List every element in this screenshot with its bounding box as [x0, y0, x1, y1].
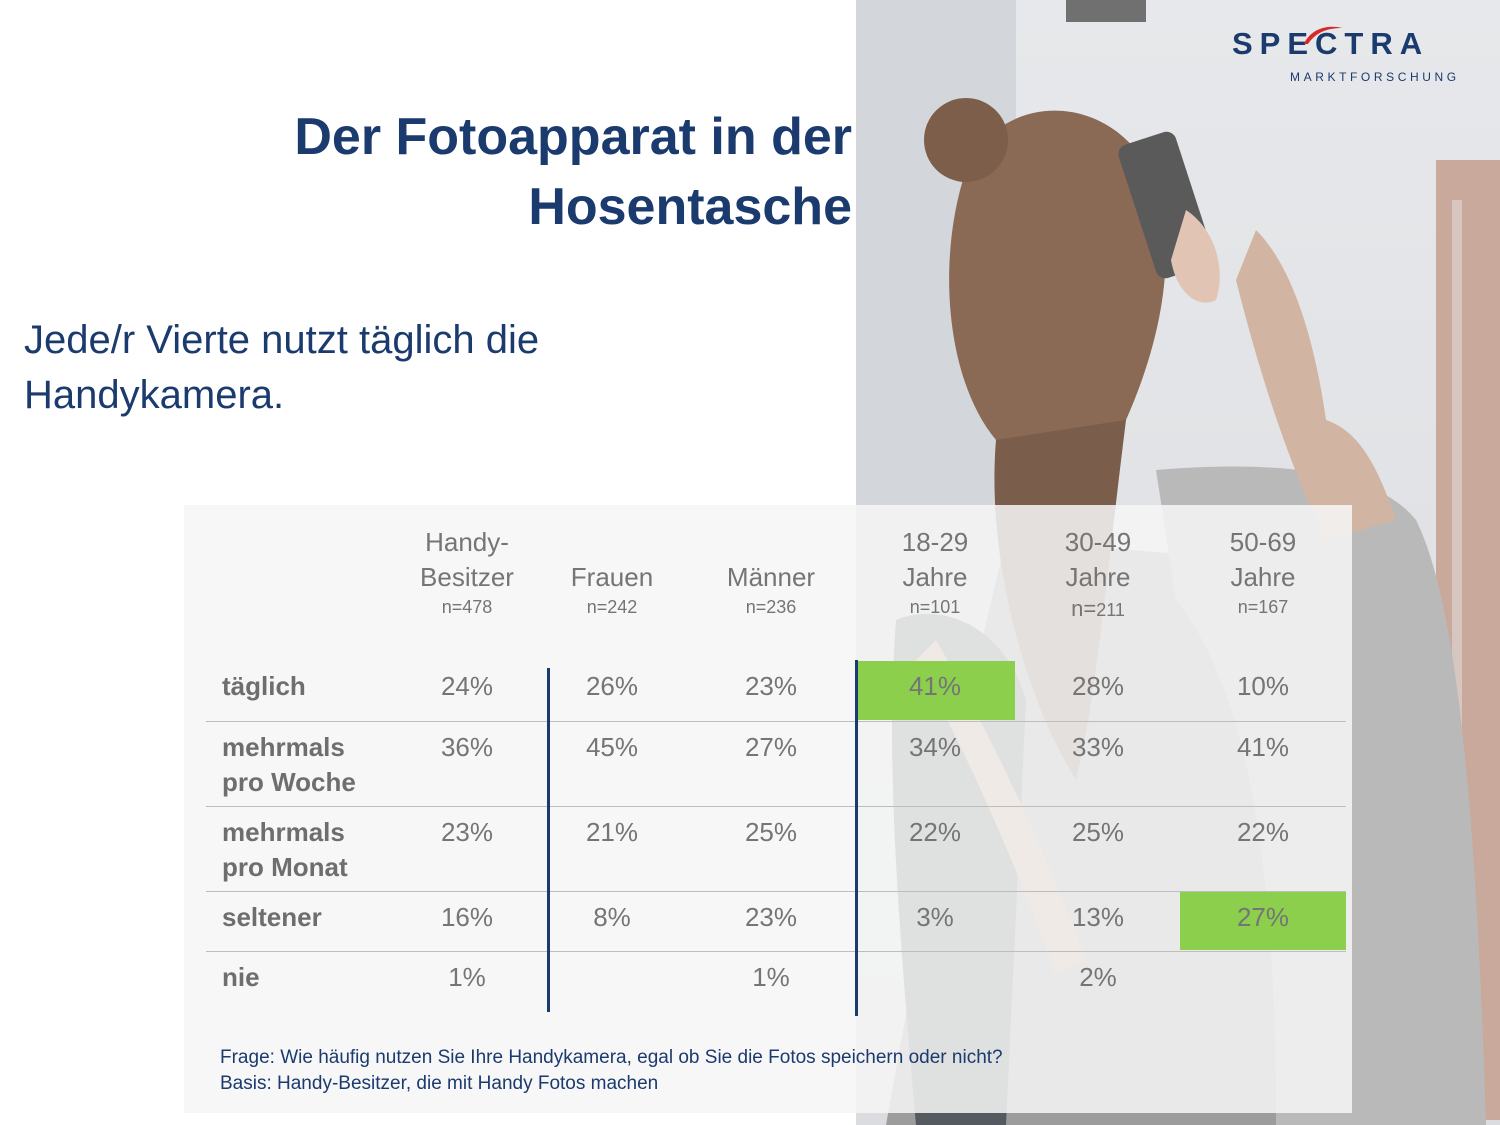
column-group-divider	[547, 668, 550, 1012]
col-header-line1: Handy-	[425, 527, 509, 557]
logo-swoosh-icon	[1304, 26, 1342, 44]
row-label-taeglich: täglich	[222, 669, 306, 704]
highlight-cell-seltener-50-69	[1180, 891, 1346, 950]
table-cell: 13%	[1071, 902, 1125, 932]
col-header-n: n=236	[745, 597, 797, 617]
table-cell: 16%	[440, 902, 494, 932]
table-cell: 27%	[744, 732, 798, 762]
row-label-line1: mehrmals	[222, 817, 345, 847]
page-subtitle: Jede/r Vierte nutzt täglich die Handykam…	[24, 313, 664, 423]
table-cell: 41%	[908, 671, 962, 701]
col-header-line1: 50-69	[1229, 527, 1297, 557]
col-header-18-29: 18-29 Jahre n=101	[855, 525, 1015, 619]
col-header-30-49: 30-49 Jahre n=211	[1018, 525, 1178, 624]
row-label-mehrmals-woche: mehrmals pro Woche	[222, 730, 356, 800]
row-divider	[206, 721, 1346, 722]
row-label-mehrmals-monat: mehrmals pro Monat	[222, 815, 348, 885]
col-header-line2: Männer	[726, 562, 816, 592]
row-label-seltener: seltener	[222, 900, 322, 935]
col-header-n: n=101	[909, 597, 961, 617]
col-header-n: n=167	[1237, 597, 1289, 617]
row-label-line1: seltener	[222, 902, 322, 932]
table-cell: 36%	[440, 732, 494, 762]
subtitle-line-2: Handykamera.	[24, 373, 285, 417]
row-label-line1: mehrmals	[222, 732, 345, 762]
table-cell: 22%	[908, 817, 962, 847]
col-header-line2: Jahre	[1065, 562, 1131, 592]
table-cell: 22%	[1236, 817, 1290, 847]
col-header-frauen: Frauen n=242	[532, 525, 692, 619]
spectra-logo: SPECTRA MARKTFORSCHUNG	[1232, 26, 1482, 86]
table-cell: 3%	[916, 902, 954, 932]
table-cell: 27%	[1236, 902, 1290, 932]
table-panel	[184, 505, 1352, 1113]
col-header-line2: Jahre	[902, 562, 968, 592]
row-label-line2: pro Woche	[222, 767, 356, 797]
table-cell: 34%	[908, 732, 962, 762]
col-header-n: n=211	[1018, 595, 1178, 624]
table-cell: 10%	[1236, 671, 1290, 701]
row-divider	[206, 891, 1346, 892]
title-line-2: Hosentasche	[528, 178, 852, 236]
col-header-line1: 18-29	[901, 527, 969, 557]
table-footnote: Frage: Wie häufig nutzen Sie Ihre Handyk…	[220, 1045, 1003, 1097]
subtitle-line-1: Jede/r Vierte nutzt täglich die	[24, 318, 540, 362]
table-cell: 21%	[585, 817, 639, 847]
row-label-line2: pro Monat	[222, 852, 348, 882]
table-cell: 2%	[1079, 962, 1117, 992]
table-cell: 23%	[744, 671, 798, 701]
col-header-n: n=478	[441, 597, 493, 617]
table-cell: 25%	[744, 817, 798, 847]
col-header-handy-besitzer: Handy- Besitzer n=478	[387, 525, 547, 619]
table-cell: 24%	[440, 671, 494, 701]
table-cell: 23%	[440, 817, 494, 847]
table-cell: 1%	[752, 962, 790, 992]
table-cell: 23%	[744, 902, 798, 932]
column-group-divider	[855, 660, 858, 1016]
table-cell: 33%	[1071, 732, 1125, 762]
col-header-maenner: Männer n=236	[691, 525, 851, 619]
table-cell: 45%	[585, 732, 639, 762]
col-header-line1	[691, 525, 851, 560]
row-divider	[206, 806, 1346, 807]
row-divider	[206, 951, 1346, 952]
table-cell: 41%	[1236, 732, 1290, 762]
table-cell: 25%	[1071, 817, 1125, 847]
title-line-1: Der Fotoapparat in der	[294, 108, 852, 166]
col-header-line2: Frauen	[570, 562, 654, 592]
row-label-line1: nie	[222, 962, 260, 992]
page-title: Der Fotoapparat in der Hosentasche	[200, 102, 852, 242]
logo-subtitle: MARKTFORSCHUNG	[1290, 70, 1460, 84]
col-header-line2: Besitzer	[420, 562, 514, 592]
col-header-line2: Jahre	[1230, 562, 1296, 592]
table-cell: 8%	[593, 902, 631, 932]
logo-wordmark: SPECTRA	[1232, 26, 1430, 61]
col-header-n: n=242	[586, 597, 638, 617]
footnote-question: Frage: Wie häufig nutzen Sie Ihre Handyk…	[220, 1047, 1003, 1068]
col-header-50-69: 50-69 Jahre n=167	[1183, 525, 1343, 619]
col-header-n-prefix: n=	[1071, 596, 1097, 621]
table-cell: 26%	[585, 671, 639, 701]
row-label-line1: täglich	[222, 671, 306, 701]
col-header-line1: 30-49	[1064, 527, 1132, 557]
footnote-basis: Basis: Handy-Besitzer, die mit Handy Fot…	[220, 1073, 659, 1094]
row-label-nie: nie	[222, 960, 260, 995]
table-cell: 28%	[1071, 671, 1125, 701]
highlight-cell-taeglich-18-29	[856, 661, 1015, 720]
col-header-line1	[532, 525, 692, 560]
table-cell: 1%	[448, 962, 486, 992]
col-header-n-value: 211	[1096, 600, 1125, 620]
